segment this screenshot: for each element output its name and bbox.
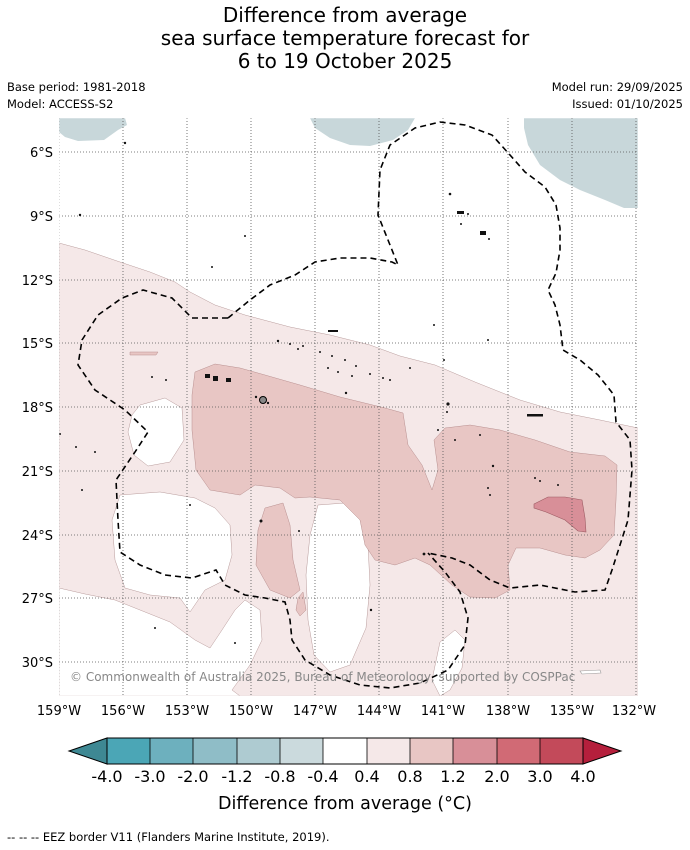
colorbar-bin [410,738,453,764]
colorbar-bin [107,738,150,764]
colorbar-bin [323,738,367,764]
anomaly-band-0-8-1-2-small [295,591,307,617]
graticule [59,118,638,696]
anomaly-band-1-2-2-0 [533,496,587,533]
lon-label: 132°W [612,704,656,719]
colorbar-bin [237,738,280,764]
colorbar-bin [367,738,410,764]
colorbar-tick: -2.0 [177,767,208,786]
colorbar-ticks: -4.0 -3.0 -2.0 -1.2 -0.8 -0.4 0.4 0.8 1.… [91,767,595,786]
lat-label: 9°S [30,210,53,225]
lon-label: 147°W [293,704,337,719]
eez-border-french-polynesia-west [77,289,469,689]
eez-border-cook-islands [227,121,633,593]
neutral-area-tiny [579,669,602,675]
colorbar-tick: 4.0 [570,767,595,786]
lon-label: 141°W [421,704,465,719]
colorbar-outline [106,737,584,765]
meta-left: Base period: 1981-2018 Model: ACCESS-S2 [7,79,146,113]
colorbar-tick: -4.0 [91,767,122,786]
colorbar-bin [497,738,540,764]
lon-label: 159°W [37,704,81,719]
lat-label: 18°S [22,401,53,416]
eez-borders [77,121,633,689]
land-mask-north [310,118,415,146]
colorbar-tick: 0.8 [397,767,422,786]
title-line-1: Difference from average [222,3,468,27]
land-mask-northwest [59,118,127,141]
lat-label: 12°S [22,274,53,289]
lon-label: 135°W [550,704,594,719]
lon-label: 153°W [165,704,209,719]
neutral-area-west-2 [111,491,233,613]
lat-label: 27°S [22,592,53,607]
lon-label: 138°W [486,704,530,719]
eez-footnote: -- -- -- EEZ border V11 (Flanders Marine… [7,830,330,844]
colorbar-extend-high [582,737,623,765]
map-area [59,118,638,696]
colorbar-tick: -3.0 [134,767,165,786]
colorbar-tick: 3.0 [527,767,552,786]
anomaly-band-0-8-1-2-west [255,502,301,599]
colorbar-bin [193,738,237,764]
lat-label: 30°S [22,656,53,671]
issued-date: Issued: 01/10/2025 [572,97,683,111]
islands [59,141,559,644]
colorbar-tick: 1.2 [440,767,465,786]
latitude-axis: 6°S 9°S 12°S 15°S 18°S 21°S 24°S 27°S 30… [22,146,53,671]
base-period: Base period: 1981-2018 [7,80,146,94]
lat-label: 6°S [30,146,53,161]
colorbar-tick: 2.0 [484,767,509,786]
title-line-2: sea surface temperature forecast for [160,26,530,50]
meta-right: Model run: 29/09/2025 Issued: 01/10/2025 [552,79,683,113]
lon-label: 150°W [229,704,273,719]
colorbar-tick: -0.4 [307,767,338,786]
longitude-axis: 159°W 156°W 153°W 150°W 147°W 144°W 141°… [37,704,656,719]
island-tahiti [259,396,267,404]
map-title: Difference from average sea surface temp… [0,4,690,73]
colorbar-extend-low [67,737,108,765]
colorbar-tick: -0.8 [264,767,295,786]
land-mask-northeast [524,118,638,208]
colorbar-dividers [149,738,541,764]
colorbar-title: Difference from average (°C) [218,794,472,814]
title-line-3: 6 to 19 October 2025 [237,49,453,73]
anomaly-band-0-8-1-2-sliver [129,351,159,356]
lat-label: 21°S [22,465,53,480]
lon-label: 144°W [357,704,401,719]
lon-label: 156°W [101,704,145,719]
model-run: Model run: 29/09/2025 [551,80,683,94]
colorbar-tick: -1.2 [221,767,252,786]
lat-label: 24°S [22,529,53,544]
neutral-area-west-1 [127,397,185,467]
anomaly-band-0-8-1-2-main [191,363,618,599]
neutral-area-west-3 [59,587,263,696]
map-frame [58,117,639,697]
colorbar: -4.0 -3.0 -2.0 -1.2 -0.8 -0.4 0.4 0.8 1.… [67,737,623,786]
colorbar-bin [453,738,497,764]
colorbar-bin [280,738,323,764]
neutral-area-south [431,629,466,696]
colorbar-bin [540,738,583,764]
copyright-notice: © Commonwealth of Australia 2025, Bureau… [70,670,575,684]
colorbar-bin [150,738,193,764]
colorbar-tick: 0.4 [354,767,379,786]
model-name: Model: ACCESS-S2 [7,97,114,111]
lat-label: 15°S [22,337,53,352]
